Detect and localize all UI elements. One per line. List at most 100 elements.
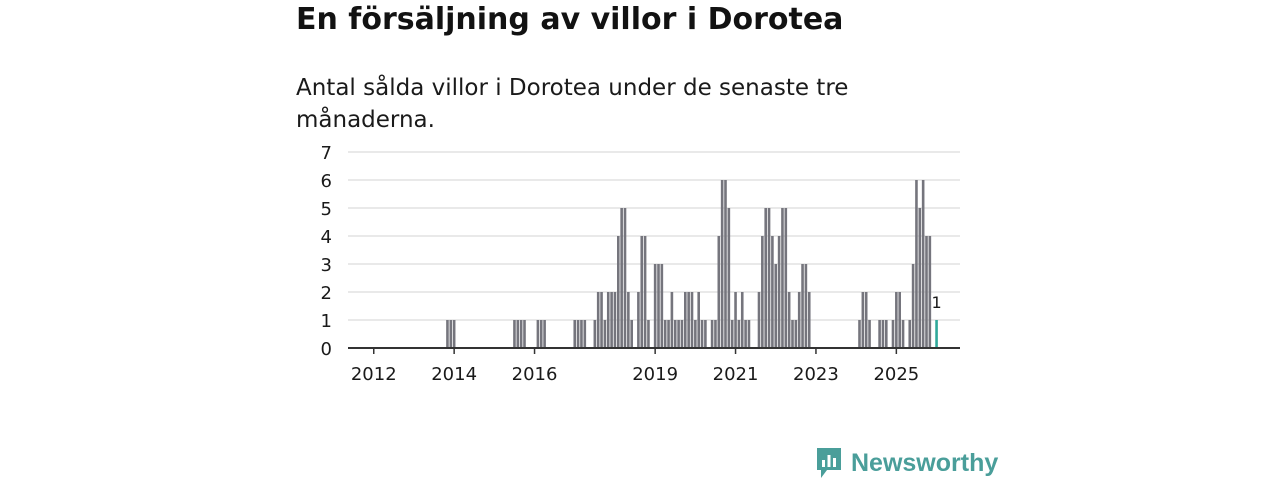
bar: [928, 236, 932, 348]
bar: [700, 320, 704, 348]
bar: [717, 236, 721, 348]
chart-title: En försäljning av villor i Dorotea: [296, 2, 844, 37]
bar: [583, 320, 587, 348]
bar: [663, 320, 667, 348]
bar: [519, 320, 523, 348]
bar: [724, 180, 727, 348]
bar: [600, 292, 603, 348]
x-tick-label: 2021: [713, 364, 759, 385]
y-tick-label: 6: [321, 171, 332, 192]
bar: [901, 320, 905, 348]
bar: [673, 320, 677, 348]
bar: [891, 320, 895, 348]
bar: [516, 320, 520, 348]
bar: [704, 320, 707, 348]
bar: [690, 292, 694, 348]
x-tick-label: 2025: [873, 364, 919, 385]
bar: [694, 320, 697, 348]
bar: [908, 320, 912, 348]
bar: [596, 292, 600, 348]
labels: 0 1 2 3 4 5 6 7 2012 2014 2016 2019 2021 2023 2025 1: [321, 143, 944, 385]
bar: [730, 320, 734, 348]
bar: [523, 320, 526, 348]
bar: [630, 320, 633, 348]
bar: [697, 292, 700, 348]
y-tick-label: 1: [321, 311, 332, 332]
bars: [446, 180, 938, 348]
bar: [757, 292, 761, 348]
bar: [727, 208, 731, 348]
bar-highlighted: [935, 320, 938, 348]
y-tick-label: 3: [321, 255, 332, 276]
y-tick-label: 7: [321, 143, 332, 164]
bar: [787, 292, 791, 348]
bar: [513, 320, 516, 348]
y-tick-label: 2: [321, 283, 332, 304]
x-tick-label: 2012: [351, 364, 397, 385]
brand-name: Newsworthy: [851, 448, 999, 477]
bar: [921, 180, 925, 348]
axes: [348, 347, 960, 354]
newsworthy-brand[interactable]: Newsworthy: [815, 446, 998, 480]
bar: [761, 236, 764, 348]
bar: [449, 320, 453, 348]
bar: [667, 320, 670, 348]
bar: [613, 292, 617, 348]
bar: [801, 264, 804, 348]
bar: [573, 320, 577, 348]
bar: [637, 292, 640, 348]
gridlines: [348, 151, 960, 321]
bar: [737, 320, 741, 348]
bar: [660, 264, 664, 348]
bar: [864, 292, 868, 348]
bar: [677, 320, 680, 348]
bar: [898, 292, 901, 348]
bar: [740, 292, 744, 348]
bar: [653, 264, 657, 348]
bar: [918, 208, 922, 348]
bar: [925, 236, 928, 348]
bar: [794, 320, 798, 348]
bar: [915, 180, 918, 348]
bar: [446, 320, 449, 348]
bar: [771, 236, 774, 348]
y-tick-label: 4: [321, 227, 332, 248]
bar: [911, 264, 915, 348]
bar: [747, 320, 751, 348]
bar: [640, 236, 644, 348]
bar: [603, 320, 607, 348]
y-tick-label: 5: [321, 199, 332, 220]
bar: [647, 320, 650, 348]
bar: [643, 236, 647, 348]
bar: [670, 292, 674, 348]
bar: [764, 208, 767, 348]
bar: [861, 292, 865, 348]
bar-chart: 0 1 2 3 4 5 6 7 2012 2014 2016 2019 2021 2023 2025 1: [321, 143, 960, 385]
bar: [885, 320, 888, 348]
bar: [777, 236, 781, 348]
bar: [580, 320, 583, 348]
bar: [744, 320, 747, 348]
chart-subtitle: Antal sålda villor i Dorotea under de se…: [296, 75, 849, 133]
bar: [895, 292, 898, 348]
bar: [784, 208, 788, 348]
bar: [791, 320, 794, 348]
x-tick-label: 2019: [632, 364, 678, 385]
bar: [680, 320, 684, 348]
bar: [714, 320, 717, 348]
bar: [657, 264, 660, 348]
bar: [576, 320, 580, 348]
bar: [543, 320, 546, 348]
bar: [710, 320, 714, 348]
bar: [617, 236, 620, 348]
bar: [536, 320, 540, 348]
bar: [452, 320, 456, 348]
bar: [593, 320, 597, 348]
bar: [720, 180, 724, 348]
bar: [623, 208, 627, 348]
x-tick-label: 2023: [793, 364, 839, 385]
bar: [606, 292, 610, 348]
bar: [620, 208, 623, 348]
bar: [539, 320, 543, 348]
bar: [610, 292, 613, 348]
